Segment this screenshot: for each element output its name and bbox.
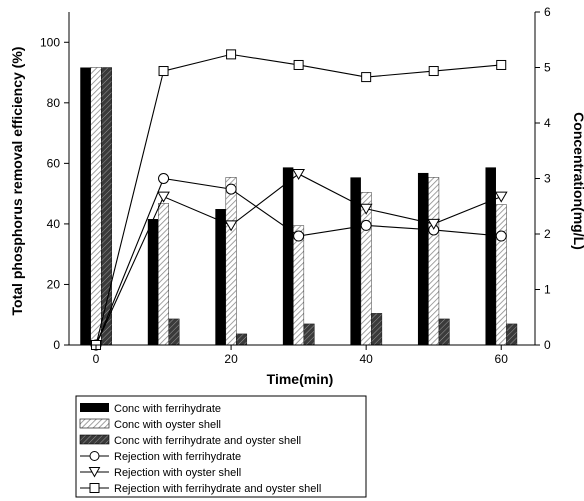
legend-entry-rejection-ferrihydrate: Rejection with ferrihydrate bbox=[80, 451, 241, 463]
bar-solid-black bbox=[485, 167, 496, 345]
legend-label: Rejection with ferrihydrate bbox=[114, 451, 241, 463]
point-triangle bbox=[224, 220, 238, 232]
legend-label: Rejection with oyster shell bbox=[114, 467, 241, 479]
legend-entry-conc-ferrihydrate: Conc with ferrihydrate bbox=[80, 403, 221, 415]
y-right-tick-label: 0 bbox=[544, 338, 551, 352]
point-square bbox=[158, 66, 169, 77]
bar-hatched-light bbox=[90, 67, 102, 346]
point-square bbox=[428, 66, 439, 77]
bar-hatched-light bbox=[293, 225, 305, 346]
y-right-axis-title: Concentration(mg/L) bbox=[571, 112, 584, 250]
point-circle bbox=[158, 173, 170, 184]
legend-box bbox=[75, 395, 367, 498]
bar-solid-black bbox=[282, 167, 294, 345]
bar-hatched-light bbox=[225, 177, 237, 346]
y-left-tick-label: 0 bbox=[53, 338, 60, 352]
x-tick-label: 40 bbox=[359, 352, 373, 366]
bar-hatched-dark bbox=[168, 318, 180, 346]
point-circle bbox=[225, 183, 237, 195]
legend-label: Rejection with ferrihydrate and oyster s… bbox=[114, 483, 321, 495]
bar-hatched-light bbox=[495, 204, 507, 346]
y-right-tick-label: 3 bbox=[544, 172, 551, 186]
legend-label: Conc with ferrihydrate bbox=[114, 403, 221, 415]
point-triangle bbox=[292, 168, 305, 180]
y-left-tick-label: 20 bbox=[47, 277, 61, 291]
bar-solid-black bbox=[215, 209, 226, 345]
bar-hatched-dark bbox=[303, 323, 315, 346]
bar-solid-black bbox=[80, 67, 91, 345]
x-tick-label: 20 bbox=[224, 352, 238, 366]
legend-entry-conc-ferrihydrate-oyster: Conc with ferrihydrate and oyster shell bbox=[79, 434, 301, 447]
point-circle bbox=[360, 219, 372, 231]
legend-entry-rejection-oyster-shell: Rejection with oyster shell bbox=[80, 467, 241, 479]
bar-hatched-light bbox=[428, 177, 440, 346]
bar-hatched-dark bbox=[506, 323, 518, 346]
point-triangle bbox=[157, 191, 170, 203]
point-square bbox=[293, 59, 304, 70]
lines-layer bbox=[89, 49, 508, 351]
bar-hatched-dark bbox=[371, 313, 383, 346]
axes-layer: 0 20 40 60 0 20 40 60 80 100 0 1 2 3 4 5 6 bbox=[40, 5, 551, 366]
y-left-axis-title: Total phosphorus removal efficiency (%) bbox=[9, 47, 25, 316]
legend-triangle-marker bbox=[88, 467, 101, 478]
bar-solid-black bbox=[417, 172, 429, 345]
legend-swatch-hatched-dark bbox=[79, 434, 110, 445]
point-triangle bbox=[427, 218, 441, 230]
bar-hatched-dark bbox=[236, 333, 248, 346]
bar-hatched-light bbox=[360, 192, 372, 346]
bar-hatched-dark bbox=[438, 318, 450, 346]
legend-entry-rejection-ferrihydrate-oyster: Rejection with ferrihydrate and oyster s… bbox=[80, 483, 321, 495]
y-left-tick-label: 60 bbox=[47, 156, 61, 170]
legend-label: Conc with oyster shell bbox=[114, 419, 221, 431]
y-right-tick-label: 4 bbox=[544, 116, 551, 130]
bar-solid-black bbox=[350, 177, 361, 345]
legend-entry-conc-oyster-shell: Conc with oyster shell bbox=[79, 418, 221, 431]
y-left-tick-label: 80 bbox=[47, 96, 61, 110]
y-left-tick-label: 40 bbox=[47, 217, 61, 231]
legend-swatch-hatched-light bbox=[79, 418, 110, 429]
point-triangle bbox=[494, 191, 508, 203]
point-circle bbox=[495, 230, 507, 242]
legend-label: Conc with ferrihydrate and oyster shell bbox=[114, 435, 301, 447]
x-axis-title: Time(min) bbox=[267, 371, 334, 387]
point-circle bbox=[293, 230, 305, 242]
point-square bbox=[226, 49, 237, 60]
y-right-tick-label: 6 bbox=[544, 5, 551, 19]
x-tick-label: 0 bbox=[93, 352, 100, 366]
y-right-tick-label: 1 bbox=[544, 283, 551, 297]
legend: Conc with ferrihydrate Conc with oyster … bbox=[75, 395, 367, 498]
bars-layer bbox=[80, 67, 518, 346]
x-tick-label: 60 bbox=[495, 352, 509, 366]
legend-square-marker bbox=[89, 483, 100, 493]
point-triangle bbox=[359, 203, 373, 215]
point-square bbox=[496, 59, 507, 70]
y-right-tick-label: 5 bbox=[544, 61, 551, 75]
bar-solid-black bbox=[147, 219, 159, 345]
legend-circle-marker bbox=[89, 451, 100, 461]
point-square bbox=[361, 72, 372, 83]
bar-hatched-light bbox=[158, 203, 170, 346]
legend-swatch-solid bbox=[80, 403, 109, 412]
y-right-tick-label: 2 bbox=[544, 227, 551, 241]
y-left-tick-label: 100 bbox=[40, 35, 60, 49]
